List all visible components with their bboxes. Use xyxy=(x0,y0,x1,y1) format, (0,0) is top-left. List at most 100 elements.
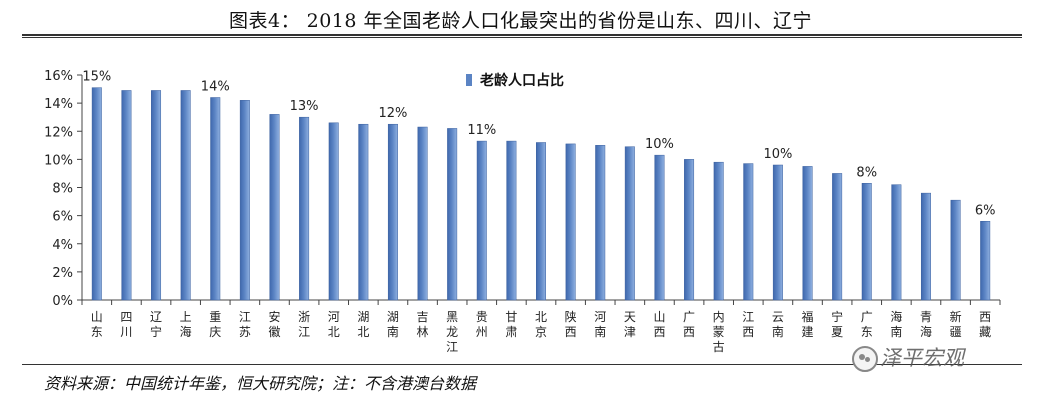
x-tick-label: 西 xyxy=(742,325,754,339)
y-tick-label: 6% xyxy=(52,210,73,225)
x-tick-label: 西 xyxy=(683,325,695,339)
x-tick-label: 疆 xyxy=(950,325,962,339)
bar xyxy=(239,100,250,301)
x-tick-label: 湖 xyxy=(357,309,369,324)
x-tick-label: 陕 xyxy=(565,309,577,324)
legend-label: 老龄人口占比 xyxy=(480,72,564,89)
bar xyxy=(950,199,961,301)
wechat-logo-icon xyxy=(852,346,878,372)
x-tick-label: 海 xyxy=(920,324,932,339)
bar xyxy=(713,161,724,301)
source-note: 资料来源：中国统计年鉴，恒大研究院；注：不含港澳台数据 xyxy=(44,374,477,393)
bar xyxy=(210,97,221,301)
x-tick-label: 州 xyxy=(476,325,488,339)
x-tick-label: 南 xyxy=(890,324,902,339)
x-tick-label: 广 xyxy=(861,310,873,324)
y-tick-label: 8% xyxy=(52,182,73,197)
bar xyxy=(772,164,783,301)
bar xyxy=(387,123,398,301)
data-label: 8% xyxy=(856,165,877,180)
x-tick-label: 东 xyxy=(91,325,103,339)
x-tick-label: 山 xyxy=(91,310,103,324)
bar xyxy=(920,192,931,301)
x-tick-label: 徽 xyxy=(268,324,280,339)
data-labels: 15% 14% 13% 12% 11% 10% 10% 8% 6% xyxy=(82,70,995,219)
x-tick-label: 河 xyxy=(328,310,340,324)
bar xyxy=(654,154,665,301)
x-tick-label: 藏 xyxy=(979,325,991,339)
bar xyxy=(180,90,191,301)
legend: 老龄人口占比 xyxy=(466,72,564,89)
bar xyxy=(832,173,843,301)
y-tick-label: 2% xyxy=(52,266,73,281)
x-tick-label: 龙 xyxy=(446,325,458,339)
bar xyxy=(121,90,132,301)
data-label: 15% xyxy=(82,70,111,85)
x-tick-label: 西 xyxy=(979,310,991,324)
bar xyxy=(328,122,339,301)
x-tick-label: 浙 xyxy=(298,310,310,324)
x-tick-label: 江 xyxy=(742,310,754,324)
bar xyxy=(358,123,369,301)
bar xyxy=(565,143,576,301)
bar xyxy=(536,142,546,301)
x-tick-label: 古 xyxy=(713,339,725,354)
x-tick-label: 宁 xyxy=(150,324,162,339)
x-tick-label: 湖 xyxy=(387,309,399,324)
data-label: 6% xyxy=(975,203,996,218)
y-tick-label: 0% xyxy=(52,294,73,309)
data-label: 13% xyxy=(290,99,319,114)
x-tick-label: 海 xyxy=(180,324,192,339)
bar xyxy=(595,145,606,301)
y-tick-label: 10% xyxy=(44,153,73,168)
bar-chart: 0%2%4%6%8%10%12%14%16% 山东四川辽宁上海重庆江苏安徽浙江河… xyxy=(44,69,1001,354)
x-tick-label: 贵 xyxy=(476,310,488,324)
x-tick-label: 南 xyxy=(594,324,606,339)
x-tick-label: 辽 xyxy=(150,310,162,324)
title-rule xyxy=(22,34,1022,36)
x-tick-label: 林 xyxy=(417,325,429,339)
x-tick-label: 肃 xyxy=(505,325,517,339)
bar xyxy=(269,114,280,301)
data-label: 10% xyxy=(763,147,792,162)
x-tick-label: 福 xyxy=(802,309,814,324)
x-tick-label: 新 xyxy=(950,309,962,324)
data-label: 10% xyxy=(645,137,674,152)
x-tick-label: 北 xyxy=(535,310,547,324)
x-tick-label: 北 xyxy=(328,325,340,339)
x-tick-label: 重 xyxy=(209,310,221,324)
data-label: 11% xyxy=(467,123,496,138)
bar xyxy=(861,183,872,301)
x-tick-label: 蒙 xyxy=(713,325,725,339)
y-tick-label: 12% xyxy=(44,125,73,140)
x-tick-label: 北 xyxy=(357,325,369,339)
bar xyxy=(417,126,428,301)
x-tick-label: 南 xyxy=(387,324,399,339)
x-tick-label: 西 xyxy=(565,325,577,339)
x-tick-label: 夏 xyxy=(831,325,843,339)
bar xyxy=(151,90,162,301)
y-tick-label: 16% xyxy=(44,69,73,84)
x-tick-label: 江 xyxy=(446,340,458,354)
x-tick-label: 黑 xyxy=(446,310,458,324)
x-tick-label: 江 xyxy=(298,325,310,339)
y-tick-label: 4% xyxy=(52,238,73,253)
x-tick-label: 吉 xyxy=(417,310,429,324)
bars xyxy=(91,87,991,301)
source-rule xyxy=(22,364,1022,365)
data-label: 14% xyxy=(201,80,230,95)
x-tick-label: 庆 xyxy=(209,325,221,339)
y-axis: 0% 2% 4% 6% 8% 10% 12% 14% 16% xyxy=(44,69,1001,309)
x-tick-label: 东 xyxy=(861,325,873,339)
brand-watermark: 泽平宏观 xyxy=(880,346,964,370)
title-rule-thin xyxy=(22,37,1022,38)
x-tick-label: 内 xyxy=(713,310,725,324)
bar xyxy=(743,163,754,301)
bar xyxy=(299,116,310,301)
x-tick-label: 江 xyxy=(239,310,251,324)
x-tick-label: 广 xyxy=(683,310,695,324)
x-tick-label: 青 xyxy=(920,310,932,324)
x-tick-label: 甘 xyxy=(505,310,517,324)
bar xyxy=(980,221,991,301)
x-tick-label: 上 xyxy=(180,310,192,324)
